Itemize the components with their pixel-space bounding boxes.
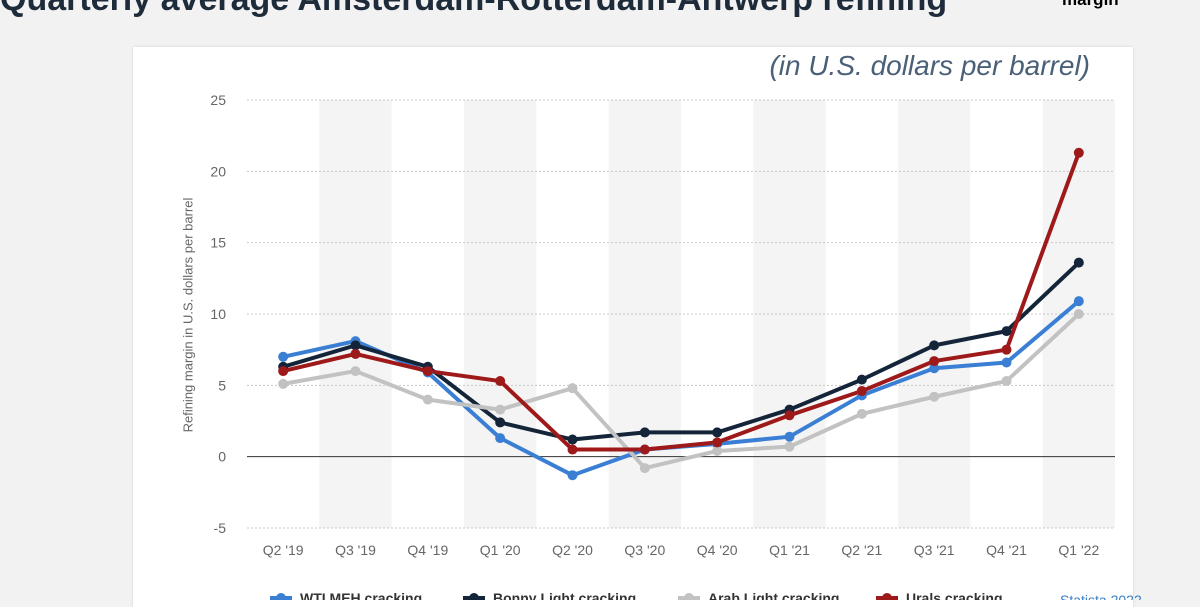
data-point[interactable] [1001, 357, 1012, 368]
series-line-3 [281, 150, 1081, 452]
legend-marker [882, 593, 892, 600]
data-point[interactable] [929, 356, 940, 367]
legend-marker [276, 593, 286, 600]
data-point[interactable] [1073, 296, 1084, 307]
data-point[interactable] [856, 386, 867, 397]
data-point[interactable] [1073, 309, 1084, 319]
data-point[interactable] [712, 445, 723, 456]
x-tick-label: Q1 '21 [769, 542, 810, 558]
data-point[interactable] [712, 427, 723, 438]
data-point[interactable] [278, 351, 289, 362]
y-tick-label: -5 [214, 520, 227, 536]
y-tick-label: 25 [210, 92, 226, 108]
data-point[interactable] [350, 366, 361, 377]
data-point[interactable] [495, 433, 506, 444]
data-point[interactable] [422, 366, 433, 377]
x-tick-label: Q4 '21 [986, 542, 1027, 558]
x-tick-label: Q3 '21 [914, 542, 955, 558]
legend[interactable]: WTI MEH cracking Bonny Light cracking Arab… [270, 590, 1003, 600]
y-tick-label: 15 [210, 235, 226, 251]
data-point[interactable] [639, 463, 650, 474]
data-point[interactable] [1001, 344, 1012, 355]
data-point[interactable] [929, 363, 940, 374]
data-point[interactable] [495, 417, 506, 428]
data-point[interactable] [929, 391, 940, 402]
data-point[interactable] [350, 340, 361, 351]
unit-note: (in U.S. dollars per barrel) [769, 50, 1090, 81]
data-point[interactable] [567, 470, 578, 481]
y-axis-ticks: 25 20 15 10 5 0 -5 [210, 92, 226, 536]
series-points [278, 147, 1084, 481]
data-point[interactable] [856, 374, 867, 385]
data-point[interactable] [278, 378, 289, 389]
x-tick-label: Q4 '19 [407, 542, 448, 558]
data-point[interactable] [929, 340, 940, 351]
data-point[interactable] [422, 394, 433, 405]
series-line-1 [281, 260, 1081, 442]
data-point[interactable] [712, 437, 723, 448]
chart-title: Quarterly average Amsterdam-Rotterdam-An… [0, 0, 1200, 20]
data-point[interactable] [1001, 376, 1012, 387]
data-point[interactable] [567, 444, 578, 455]
x-tick-label: Q1 '20 [480, 542, 521, 558]
data-point[interactable] [1001, 326, 1012, 337]
x-tick-label: Q2 '21 [841, 542, 882, 558]
data-point[interactable] [350, 348, 361, 359]
data-point[interactable] [784, 410, 795, 421]
legend-item-label[interactable]: Arab Light cracking [708, 590, 839, 600]
y-tick-label: 5 [218, 377, 226, 393]
x-axis-ticks: Q2 '19 Q3 '19 Q4 '19 Q1 '20 Q2 '20 Q3 '20 Q4 '… [263, 542, 1100, 558]
data-point[interactable] [639, 444, 650, 455]
x-tick-label: Q2 '20 [552, 542, 593, 558]
y-tick-label: 10 [210, 306, 226, 322]
data-point[interactable] [567, 383, 578, 394]
y-tick-label: 20 [210, 163, 226, 179]
legend-item-label[interactable]: WTI MEH cracking [300, 590, 422, 600]
data-point[interactable] [856, 408, 867, 419]
source-link[interactable]: Statista 2022 [1060, 592, 1142, 600]
chart-title-tail: margin [1062, 0, 1119, 10]
data-point[interactable] [567, 434, 578, 445]
legend-item-label[interactable]: Bonny Light cracking [493, 590, 636, 600]
x-tick-label: Q1 '22 [1058, 542, 1099, 558]
data-point[interactable] [1073, 257, 1084, 268]
data-point[interactable] [784, 441, 795, 452]
legend-marker [684, 593, 694, 600]
data-point[interactable] [639, 427, 650, 438]
data-point[interactable] [278, 366, 289, 377]
series-lines [281, 150, 1081, 478]
data-point[interactable] [495, 376, 506, 387]
data-point[interactable] [1073, 147, 1084, 158]
x-tick-label: Q4 '20 [697, 542, 738, 558]
data-point[interactable] [495, 404, 506, 415]
legend-item-label[interactable]: Urals cracking [906, 590, 1003, 600]
data-point[interactable] [784, 431, 795, 442]
legend-marker [469, 593, 479, 600]
series-line-2 [281, 312, 1081, 471]
x-tick-label: Q2 '19 [263, 542, 304, 558]
x-tick-label: Q3 '19 [335, 542, 376, 558]
y-tick-label: 0 [218, 449, 226, 465]
x-tick-label: Q3 '20 [624, 542, 665, 558]
